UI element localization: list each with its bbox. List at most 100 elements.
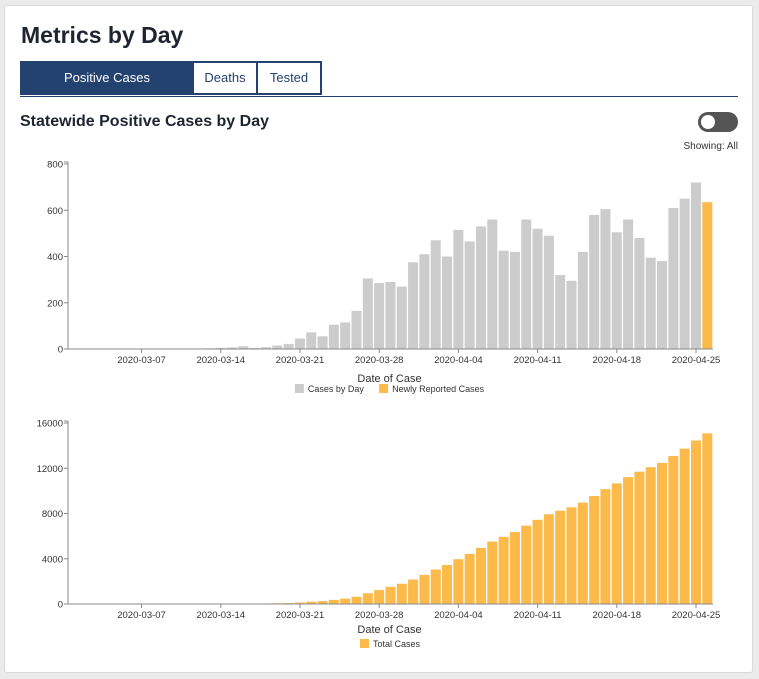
x-tick-label: 2020-03-21 <box>276 355 325 366</box>
y-tick-label: 4000 <box>42 554 63 565</box>
bar-cases-by-day <box>272 345 283 349</box>
bar-total-cases <box>306 601 317 604</box>
bar-total-cases <box>543 514 554 604</box>
bar-cases-by-day <box>317 336 328 349</box>
bar-cases-by-day <box>351 310 362 349</box>
tab-deaths[interactable]: Deaths <box>192 61 258 95</box>
bar-total-cases <box>634 471 645 604</box>
bar-cases-by-day <box>487 219 498 349</box>
x-axis-title: Date of Case <box>357 373 421 385</box>
bar-total-cases <box>566 507 577 604</box>
bar-cases-by-day <box>408 262 419 349</box>
y-tick-label: 8000 <box>42 509 63 520</box>
x-tick-label: 2020-04-18 <box>593 610 642 621</box>
x-tick-label: 2020-04-04 <box>434 610 483 621</box>
bar-cases-by-day <box>306 332 317 349</box>
bar-cases-by-day <box>419 254 430 349</box>
bar-total-cases <box>623 477 634 604</box>
bar-total-cases <box>702 433 713 604</box>
x-tick-label: 2020-04-25 <box>672 610 721 621</box>
x-tick-label: 2020-04-11 <box>514 355 562 366</box>
bar-cases-by-day <box>589 214 600 350</box>
bar-total-cases <box>600 489 611 604</box>
bar-cases-by-day <box>227 347 238 349</box>
bar-cases-by-day <box>611 232 622 349</box>
toggle-knob <box>701 115 715 129</box>
legend-label: Cases by Day <box>308 384 365 394</box>
bar-cases-by-day <box>328 324 339 349</box>
bar-total-cases <box>690 440 701 604</box>
legend-label: Total Cases <box>373 639 421 649</box>
y-tick-label: 800 <box>47 160 63 171</box>
bar-cases-by-day <box>294 338 305 349</box>
x-tick-label: 2020-04-25 <box>672 355 721 366</box>
bar-cases-by-day <box>260 347 271 349</box>
bar-cases-by-day <box>283 343 294 349</box>
page-title: Metrics by Day <box>21 22 184 48</box>
bar-cases-by-day <box>600 209 611 349</box>
y-tick-label: 0 <box>58 345 63 356</box>
bar-cases-by-day <box>385 281 396 349</box>
bar-cases-by-day <box>442 256 453 349</box>
bar-total-cases <box>374 590 385 604</box>
bar-cases-by-day <box>249 347 260 349</box>
tab-bar: Positive Cases Deaths Tested <box>20 61 738 97</box>
bar-total-cases <box>453 559 464 604</box>
x-tick-label: 2020-03-28 <box>355 355 404 366</box>
bar-total-cases <box>442 565 453 604</box>
bar-total-cases <box>419 574 430 604</box>
show-all-toggle[interactable] <box>698 112 738 132</box>
bar-cases-by-day <box>396 286 407 349</box>
bar-cases-by-day <box>634 238 645 349</box>
bar-cases-by-day <box>498 250 509 349</box>
bar-total-cases <box>555 510 566 604</box>
bar-total-cases <box>430 569 441 604</box>
y-tick-label: 0 <box>58 600 63 611</box>
bar-cases-by-day <box>238 346 249 349</box>
bar-total-cases <box>340 598 351 604</box>
bar-total-cases <box>328 599 339 604</box>
bar-total-cases <box>487 541 498 604</box>
bar-total-cases <box>577 502 588 604</box>
bar-cases-by-day <box>543 235 554 349</box>
bar-total-cases <box>362 593 373 604</box>
bar-cases-by-day <box>464 241 475 349</box>
bar-total-cases <box>668 456 679 604</box>
showing-label: Showing: All <box>683 141 738 152</box>
bar-cases-by-day <box>532 228 543 349</box>
bar-cases-by-day <box>555 275 566 349</box>
x-tick-label: 2020-04-11 <box>514 610 562 621</box>
bar-total-cases <box>611 483 622 604</box>
bar-cases-by-day <box>374 283 385 349</box>
bar-cases-by-day <box>521 219 532 349</box>
chart-2 <box>64 420 713 648</box>
x-tick-label: 2020-03-14 <box>196 610 245 621</box>
x-axis-title: Date of Case <box>357 624 421 636</box>
y-tick-label: 16000 <box>37 419 63 430</box>
bar-cases-by-day <box>657 261 668 350</box>
bar-cases-by-day <box>679 198 690 349</box>
x-tick-label: 2020-03-14 <box>196 355 245 366</box>
bar-total-cases <box>589 496 600 604</box>
bar-cases-by-day <box>430 240 441 349</box>
legend-swatch <box>379 384 389 393</box>
bar-total-cases <box>509 532 520 604</box>
x-tick-label: 2020-03-21 <box>276 610 325 621</box>
section-title: Statewide Positive Cases by Day <box>20 113 269 130</box>
bar-total-cases <box>532 519 543 604</box>
bar-total-cases <box>317 601 328 604</box>
tab-tested[interactable]: Tested <box>256 61 322 95</box>
bar-cases-by-day <box>645 257 656 349</box>
bar-total-cases <box>464 553 475 604</box>
x-tick-label: 2020-03-28 <box>355 610 404 621</box>
chart-1 <box>64 161 713 393</box>
bar-cases-by-day <box>475 226 486 349</box>
bar-total-cases <box>645 467 656 604</box>
bar-total-cases <box>521 525 532 604</box>
bar-total-cases <box>396 583 407 604</box>
y-tick-label: 12000 <box>37 464 63 475</box>
bar-total-cases <box>475 547 486 604</box>
bar-total-cases <box>408 579 419 604</box>
bar-cases-by-day <box>453 229 464 349</box>
